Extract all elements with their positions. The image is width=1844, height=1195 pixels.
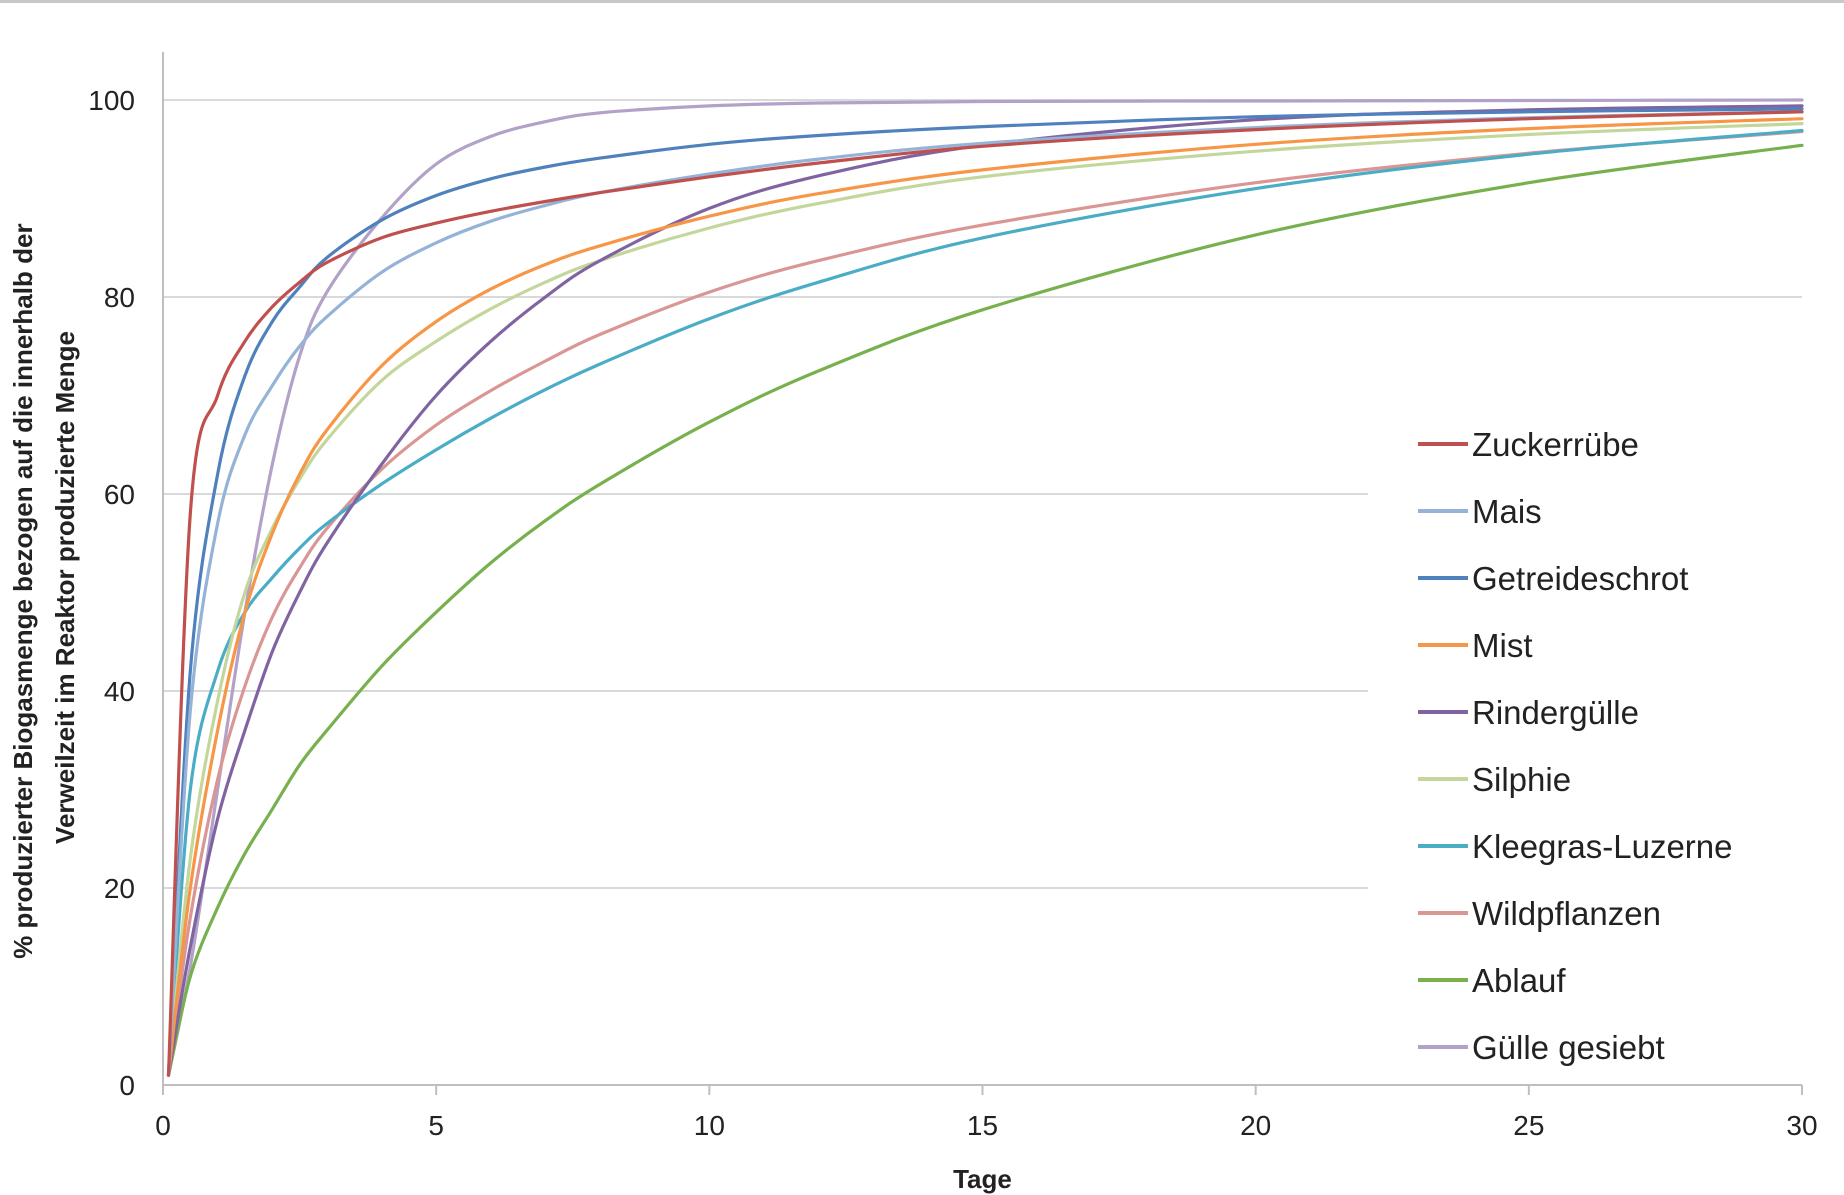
series-line-kleegras-luzerne <box>166 128 1804 1077</box>
series-line-ablauf <box>166 143 1804 1077</box>
x-tick-label: 0 <box>155 1110 171 1141</box>
series-line-zuckerrube <box>166 110 1804 1077</box>
legend-label-zuckerrube: Zuckerrübe <box>1472 426 1639 463</box>
y-tick-label: 80 <box>104 282 135 313</box>
legend-label-rindergulle: Rindergülle <box>1472 694 1639 731</box>
y-tick-label: 60 <box>104 479 135 510</box>
y-tick-label: 40 <box>104 676 135 707</box>
legend: Zuckerrübe Mais Getreideschrot Mist Rindergü… <box>1368 388 1802 1066</box>
series-line-silphie <box>166 122 1804 1077</box>
x-tick-label: 15 <box>967 1110 998 1141</box>
axes: 0 20 40 60 80 100 0 5 10 15 20 25 30 <box>88 52 1818 1141</box>
x-tick-label: 25 <box>1513 1110 1544 1141</box>
x-tick-label: 20 <box>1240 1110 1271 1141</box>
series-line-mist <box>166 117 1804 1077</box>
legend-label-mist: Mist <box>1472 627 1533 664</box>
y-tick-label: 0 <box>119 1070 135 1101</box>
series-lines <box>166 98 1804 1077</box>
legend-label-mais: Mais <box>1472 493 1542 530</box>
y-axis-title-line-2: Verweilzeit im Reaktor produzierte Menge <box>50 331 80 844</box>
x-tick-label: 30 <box>1786 1110 1817 1141</box>
x-axis-title: Tage <box>953 1164 1012 1194</box>
legend-label-gulle-gesiebt: Gülle gesiebt <box>1472 1029 1665 1066</box>
y-axis-title-line-1: % produzierter Biogasmenge bezogen auf d… <box>8 223 38 958</box>
series-line-wildpflanzen <box>166 129 1804 1077</box>
series-line-gulle-gesiebt <box>166 98 1804 1077</box>
legend-label-silphie: Silphie <box>1472 761 1571 798</box>
legend-background <box>1368 388 1802 1060</box>
legend-label-kleegras-luzerne: Kleegras-Luzerne <box>1472 828 1733 865</box>
legend-label-getreideschrot: Getreideschrot <box>1472 560 1688 597</box>
legend-label-wildpflanzen: Wildpflanzen <box>1472 895 1661 932</box>
top-border-line <box>0 0 1844 3</box>
series-line-mais <box>166 110 1804 1077</box>
series-line-rindergulle <box>166 104 1804 1077</box>
legend-label-ablauf: Ablauf <box>1472 962 1566 999</box>
x-tick-label: 10 <box>694 1110 725 1141</box>
series-line-getreideschrot <box>166 107 1804 1077</box>
y-tick-label: 100 <box>88 85 135 116</box>
y-axis-title: % produzierter Biogasmenge bezogen auf d… <box>8 216 80 959</box>
y-tick-label: 20 <box>104 873 135 904</box>
x-tick-label: 5 <box>428 1110 444 1141</box>
